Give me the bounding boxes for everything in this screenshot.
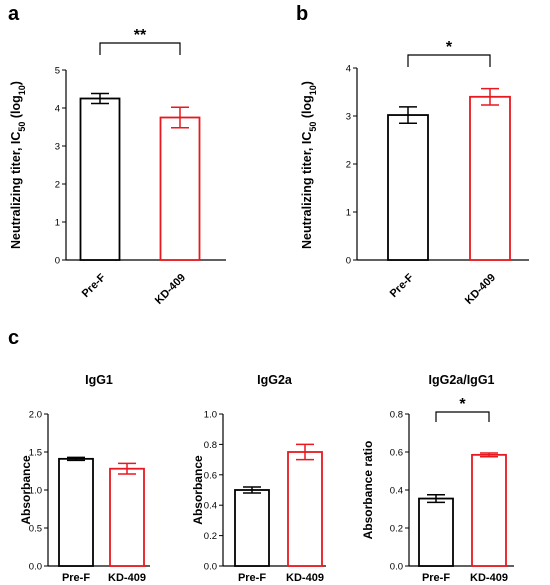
y-tick-label-c3-0: 0.0	[390, 562, 403, 573]
panel-letter-c: c	[8, 327, 19, 349]
y-tick-label-c3-2: 0.4	[390, 486, 403, 497]
bar-c3-0	[418, 497, 454, 567]
y-axis-label-b: Neutralizing titer, IC50 (log10)	[300, 81, 318, 249]
y-tick-label-c2-5: 1.0	[204, 410, 217, 421]
y-tick-label-c1-3: 1.5	[29, 448, 42, 459]
chart-title-c3: IgG2a/IgG1	[429, 373, 495, 387]
significance-label-c3: *	[459, 396, 466, 413]
y-tick-label-c3-1: 0.2	[390, 524, 403, 535]
y-tick-label-a-0: 0	[55, 256, 60, 267]
y-tick-label-a-5: 5	[55, 66, 60, 77]
bar-c1-1	[109, 467, 145, 567]
y-tick-label-b-0: 0	[346, 256, 351, 267]
significance-label-a: **	[134, 27, 147, 44]
panel-letter-a: a	[8, 3, 20, 25]
category-label-c1-0: Pre-F	[62, 572, 90, 584]
y-tick-label-a-2: 2	[55, 180, 60, 191]
y-tick-label-c3-4: 0.8	[390, 410, 403, 421]
y-tick-label-b-1: 1	[346, 208, 351, 219]
category-label-c1-1: KD-409	[108, 572, 146, 584]
bar-b-0	[387, 114, 429, 261]
y-tick-label-b-4: 4	[346, 64, 351, 75]
bar-a-1	[159, 116, 201, 261]
bar-c1-0	[58, 457, 94, 567]
panel-letter-b: b	[296, 3, 308, 25]
y-tick-label-b-2: 2	[346, 160, 351, 171]
y-tick-label-c2-0: 0.0	[204, 562, 217, 573]
y-tick-label-c2-4: 0.8	[204, 440, 217, 451]
category-label-c3-1: KD-409	[470, 572, 508, 584]
y-axis-label-c1: Absorbance	[19, 455, 33, 525]
y-tick-label-a-3: 3	[55, 142, 60, 153]
y-tick-label-c1-0: 0.0	[29, 562, 42, 573]
category-label-c2-1: KD-409	[286, 572, 324, 584]
category-label-c2-0: Pre-F	[238, 572, 266, 584]
y-tick-label-c1-2: 1.0	[29, 486, 42, 497]
category-label-b-0: Pre-F	[388, 271, 417, 300]
category-label-a-0: Pre-F	[80, 271, 109, 300]
y-tick-label-a-4: 4	[55, 104, 60, 115]
y-tick-label-b-3: 3	[346, 112, 351, 123]
y-axis-label-c3: Absorbance ratio	[361, 441, 375, 540]
y-tick-label-c1-4: 2.0	[29, 410, 42, 421]
y-axis-label-a: Neutralizing titer, IC50 (log10)	[9, 81, 27, 249]
y-tick-label-c3-3: 0.6	[390, 448, 403, 459]
y-tick-label-c1-1: 0.5	[29, 524, 42, 535]
category-label-b-1: KD-409	[463, 272, 498, 307]
y-tick-label-c2-3: 0.6	[204, 470, 217, 481]
chart-title-c1: IgG1	[85, 373, 113, 387]
category-label-c3-0: Pre-F	[422, 572, 450, 584]
chart-title-c2: IgG2a	[257, 373, 293, 387]
significance-label-b: *	[446, 39, 453, 56]
bar-a-0	[79, 97, 121, 261]
bar-c3-1	[471, 453, 507, 567]
bar-b-1	[469, 95, 511, 261]
y-tick-label-a-1: 1	[55, 218, 60, 229]
bar-c2-1	[287, 451, 323, 567]
significance-bracket-c3	[435, 411, 490, 422]
y-tick-label-c2-2: 0.4	[204, 501, 217, 512]
category-label-a-1: KD-409	[153, 272, 188, 307]
y-tick-label-c2-1: 0.2	[204, 531, 217, 542]
bar-c2-0	[234, 489, 270, 567]
y-axis-label-c2: Absorbance	[191, 455, 205, 525]
significance-bracket-a	[99, 42, 181, 55]
significance-bracket-b	[407, 54, 491, 67]
